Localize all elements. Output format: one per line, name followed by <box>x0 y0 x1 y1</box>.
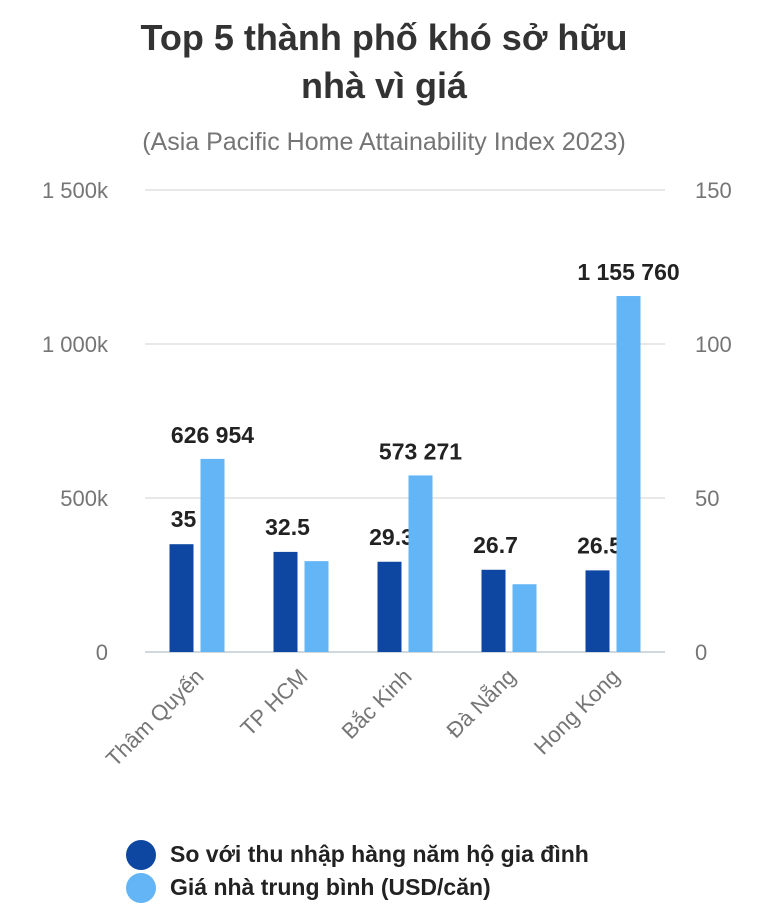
y-right-tick-label: 50 <box>695 486 719 511</box>
bar-income-ratio <box>377 561 402 652</box>
data-label-income-ratio: 35 <box>171 506 197 532</box>
bar-income-ratio <box>169 544 194 652</box>
data-label-income-ratio: 32.5 <box>265 514 310 540</box>
x-category-label: Thâm Quyến <box>101 664 209 772</box>
bar-house-price <box>616 296 641 652</box>
bar-house-price <box>304 561 329 652</box>
legend-label-income-ratio: So với thu nhập hàng năm hộ gia đình <box>170 841 589 867</box>
data-label-house-price: 573 271 <box>379 438 462 464</box>
x-category-label: Bắc Kinh <box>337 664 417 744</box>
legend-label-house-price: Giá nhà trung bình (USD/căn) <box>170 874 491 900</box>
data-label-income-ratio: 29.3 <box>369 524 414 550</box>
bar-income-ratio <box>585 570 610 652</box>
chart-title-line2: nhà vì giá <box>300 65 468 106</box>
x-category-label: Hong Kong <box>529 664 625 760</box>
chart-title-line1: Top 5 thành phố khó sở hữu <box>140 17 628 58</box>
bar-income-ratio <box>481 569 506 652</box>
y-left-tick-label: 1 000k <box>42 332 109 357</box>
y-right-tick-label: 100 <box>695 332 732 357</box>
data-label-house-price: 626 954 <box>171 422 254 448</box>
legend-item-income-ratio: So với thu nhập hàng năm hộ gia đình <box>126 838 589 871</box>
bar-house-price <box>200 458 225 652</box>
y-right-tick-label: 0 <box>695 640 707 665</box>
chart-title: Top 5 thành phố khó sở hữu nhà vì giá <box>0 14 768 110</box>
legend-swatch-income-ratio <box>126 839 156 870</box>
data-label-house-price: 1 155 760 <box>577 259 679 285</box>
x-category-label: Đà Nẵng <box>441 664 520 743</box>
chart-subtitle: (Asia Pacific Home Attainability Index 2… <box>142 128 626 156</box>
legend-swatch-house-price <box>126 872 156 903</box>
legend-item-house-price: Giá nhà trung bình (USD/căn) <box>126 871 589 904</box>
bar-house-price <box>512 584 537 652</box>
data-label-income-ratio: 26.5 <box>577 532 622 558</box>
y-right-tick-label: 150 <box>695 178 732 203</box>
bar-house-price <box>408 475 433 652</box>
x-category-label: TP HCM <box>236 664 313 741</box>
bar-chart: 0 500k 1 000k 1 500k 0 50 100 150 35 626 954 Thâm … <box>42 178 732 772</box>
bar-income-ratio <box>273 551 298 652</box>
y-left-tick-label: 1 500k <box>42 178 109 203</box>
y-left-tick-label: 0 <box>96 640 108 665</box>
data-label-income-ratio: 26.7 <box>473 532 518 558</box>
y-left-tick-label: 500k <box>60 486 109 511</box>
legend: So với thu nhập hàng năm hộ gia đình Giá… <box>126 838 589 904</box>
